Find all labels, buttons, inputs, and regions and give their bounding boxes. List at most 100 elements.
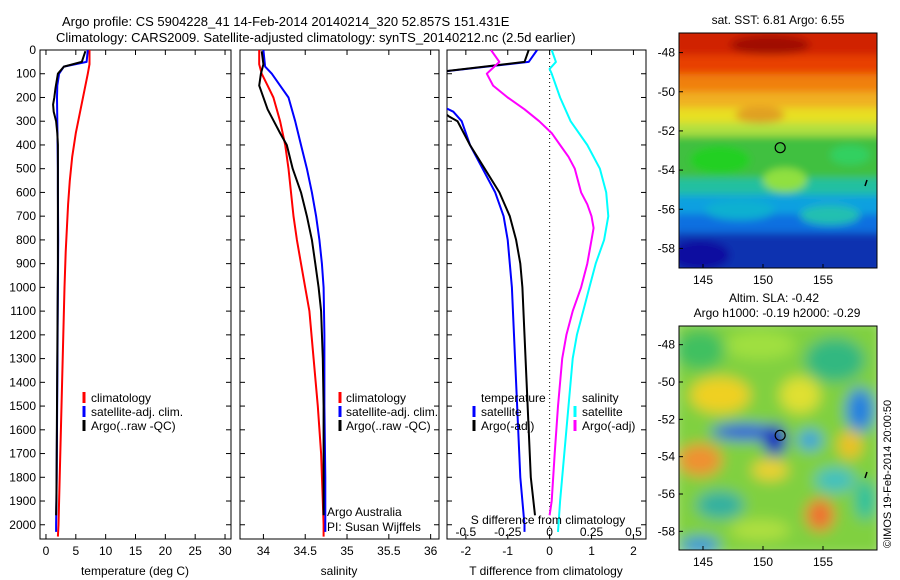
legend-title-salinity: salinity	[582, 391, 619, 405]
x-tick-label: 5	[72, 544, 79, 558]
x-tick-label: 25	[189, 544, 203, 558]
y-tick-label: 1400	[9, 375, 36, 389]
salinity-argo-raw-qc-line	[258, 51, 325, 516]
x-tick-label: 0	[546, 544, 553, 558]
argo-position-marker	[774, 429, 786, 441]
legend-label-temp-satellite: satellite	[481, 405, 522, 419]
map-y-tick-label: -50	[658, 375, 676, 389]
x-tick-label: 30	[218, 544, 232, 558]
salinity-annotation-line1: Argo Australia	[327, 505, 402, 519]
x-tick-label: 0	[43, 544, 50, 558]
map-y-tick-label: -56	[658, 202, 676, 216]
sla-map-image	[679, 326, 877, 550]
sst-map-title: sat. SST: 6.81 Argo: 6.55	[712, 13, 845, 27]
y-tick-label: 500	[16, 162, 36, 176]
difference-plot-frame	[446, 49, 647, 540]
legend-label-argo: Argo(..raw -QC)	[91, 419, 176, 433]
x2-tick-label: 0.5	[625, 525, 642, 539]
map-y-tick-label: -52	[658, 124, 676, 138]
salinity-series	[258, 50, 327, 537]
difference-temperature-argo-adj-line	[447, 50, 536, 516]
legend-label-climatology: climatology	[346, 391, 406, 405]
x-tick-label: 20	[159, 544, 173, 558]
temperature-plot-frame	[39, 49, 232, 540]
legend-label-satellite: satellite-adj. clim.	[346, 405, 438, 419]
y-tick-label: 900	[16, 257, 36, 271]
sst-map-frame	[678, 32, 878, 269]
imos-timestamp: ©IMOS 19-Feb-2014 20:00:50	[882, 400, 894, 548]
x-tick-label: 15	[129, 544, 143, 558]
y-tick-label: 300	[16, 114, 36, 128]
map-y-tick-label: -54	[658, 450, 676, 464]
y-tick-label: 1300	[9, 352, 36, 366]
sst-map-image	[679, 33, 877, 268]
legend-label-temp-argo: Argo(-adj)	[481, 419, 534, 433]
header-line1: Argo profile: CS 5904228_41 14-Feb-2014 …	[62, 14, 510, 29]
legend-label-sal-argo: Argo(-adj)	[582, 419, 635, 433]
sla-map-title: Altim. SLA: -0.42	[729, 291, 819, 305]
difference-salinity-argo-adj-line	[485, 50, 595, 516]
map-y-tick-label: -58	[658, 241, 676, 255]
y-tick-label: 1800	[9, 470, 36, 484]
y-tick-label: 2000	[9, 518, 36, 532]
y-tick-label: 1000	[9, 280, 36, 294]
sst-map-axes: 145 150 155 -48 -50 -52 -54 -56 -58	[658, 46, 834, 287]
sst-edge-mark	[864, 179, 868, 187]
legend-title-temperature: temperature	[481, 391, 546, 405]
difference-series	[447, 50, 610, 532]
x2-tick-label: -0.25	[494, 525, 522, 539]
salinity-legend: climatology satellite-adj. clim. Argo(..…	[338, 391, 438, 433]
temperature-legend: climatology satellite-adj. clim. Argo(..…	[82, 391, 183, 433]
salinity-climatology-line	[258, 50, 325, 537]
y-tick-label: 1500	[9, 399, 36, 413]
x-tick-label: 34.5	[294, 544, 318, 558]
sla-map-frame	[678, 325, 878, 551]
legend-label-satellite: satellite-adj. clim.	[91, 405, 183, 419]
legend-label-sal-satellite: satellite	[582, 405, 623, 419]
x-tick-label: 35	[340, 544, 354, 558]
axis-ticks: 0 5 10 15 20 25 300100200300400500600700800900…	[9, 43, 646, 558]
x-tick-label: 36	[424, 544, 438, 558]
sla-map-axes: 145 150 155 -48 -50 -52 -54 -56 -58	[658, 338, 834, 569]
map-y-tick-label: -50	[658, 85, 676, 99]
x2-tick-label: 0	[546, 525, 553, 539]
y-tick-label: 100	[16, 67, 36, 81]
difference-temperature-satellite-line	[447, 50, 538, 532]
map-x-tick-label: 145	[693, 273, 713, 287]
map-y-tick-label: -58	[658, 524, 676, 538]
temperature-xlabel: temperature (deg C)	[81, 564, 189, 578]
map-x-tick-label: 155	[813, 273, 833, 287]
legend-label-argo: Argo(..raw -QC)	[346, 419, 431, 433]
map-y-tick-label: -48	[658, 338, 676, 352]
argo-position-marker	[774, 142, 786, 154]
difference-salinity-satellite-line	[548, 50, 610, 532]
y-tick-label: 600	[16, 185, 36, 199]
legend-label-climatology: climatology	[91, 391, 151, 405]
temperature-argo-raw-qc-line	[52, 50, 87, 516]
x-tick-label: 1	[588, 544, 595, 558]
y-tick-label: 200	[16, 90, 36, 104]
sla-map-subtitle: Argo h1000: -0.19 h2000: -0.29	[694, 306, 861, 320]
salinity-annotation-line2: PI: Susan Wijffels	[327, 520, 421, 534]
map-y-tick-label: -52	[658, 412, 676, 426]
salinity-xlabel: salinity	[321, 564, 358, 578]
x-tick-label: 10	[99, 544, 113, 558]
x-tick-label: -1	[502, 544, 513, 558]
map-x-tick-label: 150	[753, 555, 773, 569]
profile-curves	[52, 50, 610, 537]
x-tick-label: 34	[257, 544, 271, 558]
difference-x2label: S difference from climatology	[471, 513, 626, 527]
temperature-series	[52, 50, 91, 537]
y-tick-label: 700	[16, 209, 36, 223]
header-line2: Climatology: CARS2009. Satellite-adjuste…	[56, 30, 576, 45]
y-tick-label: 0	[29, 43, 36, 57]
difference-legend: temperature salinity satellite Argo(-adj…	[472, 391, 635, 433]
map-x-tick-label: 150	[753, 273, 773, 287]
y-tick-label: 1200	[9, 328, 36, 342]
y-tick-label: 1900	[9, 494, 36, 508]
x2-tick-label: 0.25	[580, 525, 604, 539]
map-y-tick-label: -54	[658, 163, 676, 177]
y-tick-label: 1700	[9, 447, 36, 461]
y-tick-label: 800	[16, 233, 36, 247]
